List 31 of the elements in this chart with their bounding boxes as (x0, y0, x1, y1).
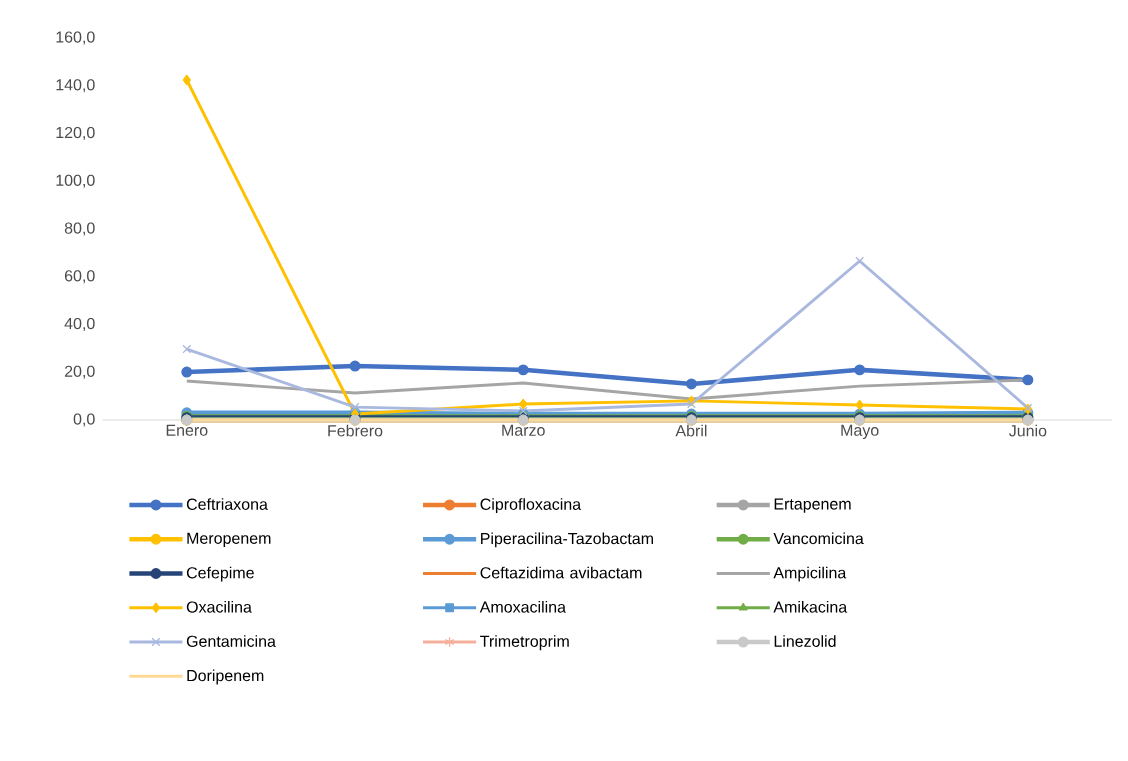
x-tick-label: Abril (675, 424, 707, 437)
y-tick-label: 160,0 (56, 31, 95, 45)
legend-label: Meropenem (187, 532, 271, 548)
legend-label: Gentamicina (186, 635, 276, 647)
legend-label: Linezolid (774, 635, 836, 647)
legend-label: Ceftriaxona (186, 498, 268, 510)
x-tick-label: Mayo (841, 424, 879, 440)
y-tick-label: 20,0 (64, 365, 95, 379)
x-tick-label: Febrero (328, 424, 383, 437)
y-tick-label: 0,0 (73, 413, 95, 427)
legend-label: Amoxacilina (479, 600, 566, 613)
legend-label: Amikacina (773, 600, 848, 613)
y-tick-label: 60,0 (64, 270, 95, 284)
legend-label: Cefepime (186, 566, 254, 582)
x-tick-label: Enero (166, 424, 208, 436)
legend-label: Piperacilina-Tazobactam (481, 532, 653, 548)
y-tick-label: 140,0 (56, 79, 95, 93)
legend-label: Oxacilina (186, 600, 252, 613)
legend-label: Doripenem (187, 669, 264, 685)
y-tick-label: 80,0 (64, 222, 95, 236)
x-tick-label: Marzo (502, 424, 545, 436)
y-tick-label: 120,0 (56, 126, 95, 141)
y-tick-label: 100,0 (56, 174, 95, 188)
y-tick-label: 40,0 (64, 317, 95, 332)
legend-label: Vancomicina (773, 532, 864, 545)
legend-label: Ceftazidima avibactam (480, 566, 642, 579)
legend-label: Ertapenem (774, 498, 851, 513)
x-tick-label: Junio (1009, 424, 1047, 437)
legend-label: Trimetroprim (480, 635, 569, 651)
legend-label: Ciprofloxacina (480, 498, 582, 514)
legend-label: Ampicilina (773, 566, 847, 582)
